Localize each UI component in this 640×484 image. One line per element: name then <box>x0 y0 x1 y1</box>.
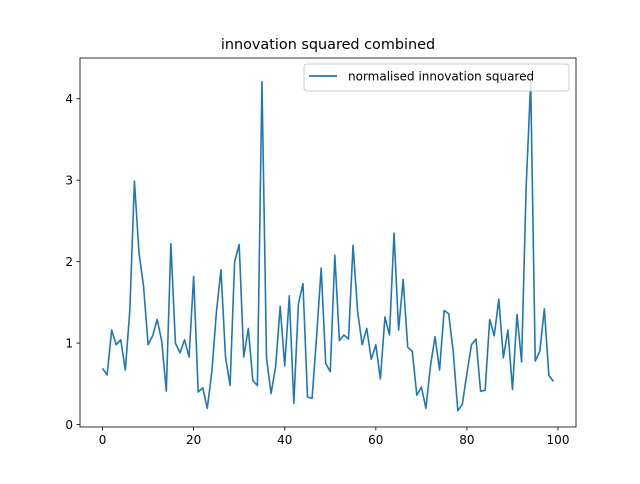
x-tick-label: 60 <box>368 433 383 447</box>
chart-title: innovation squared combined <box>221 37 435 53</box>
legend: normalised innovation squared <box>303 63 570 92</box>
y-tick-label: 3 <box>65 174 73 188</box>
legend-label: normalised innovation squared <box>348 70 534 84</box>
y-tick-label: 2 <box>65 255 73 269</box>
x-tick-label: 80 <box>459 433 474 447</box>
plot-frame <box>79 57 577 428</box>
plot-area <box>79 57 577 428</box>
x-tick-label: 20 <box>186 433 201 447</box>
y-tick-label: 1 <box>65 337 73 351</box>
x-axis: 0 20 40 60 80 100 <box>99 427 570 447</box>
x-tick-label: 40 <box>277 433 292 447</box>
legend-box <box>303 63 570 92</box>
y-tick-label: 0 <box>65 418 73 432</box>
x-tick-label: 0 <box>99 433 107 447</box>
y-axis: 0 1 2 3 4 <box>65 92 80 432</box>
y-tick-label: 4 <box>65 92 73 106</box>
x-tick-label: 100 <box>547 433 570 447</box>
series-line <box>101 80 555 412</box>
